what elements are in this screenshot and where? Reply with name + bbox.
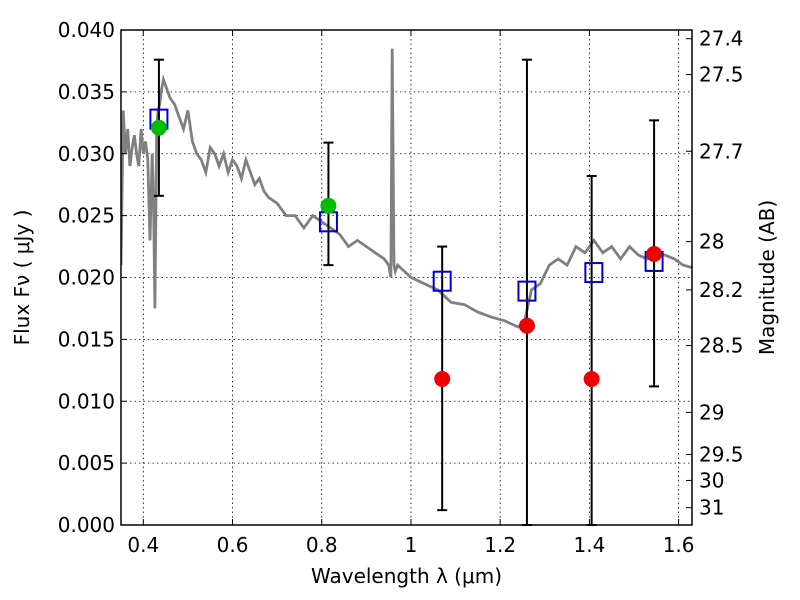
x-tick-label: 0.6 xyxy=(217,533,249,557)
observed-flux-point xyxy=(320,197,337,214)
x-tick-label: 1 xyxy=(405,533,418,557)
y-tick-label: 0.025 xyxy=(58,204,115,228)
right-tick-label: 31 xyxy=(699,496,724,520)
observed-flux-point xyxy=(518,317,535,334)
right-tick-label: 28.5 xyxy=(699,334,744,358)
right-axis-label: Magnitude (AB) xyxy=(755,200,779,355)
right-tick-label: 30 xyxy=(699,468,724,492)
observed-flux-point xyxy=(583,370,600,387)
y-axis-label: Flux Fν ( μJy ) xyxy=(10,210,34,346)
x-axis-label: Wavelength λ (μm) xyxy=(311,564,502,588)
y-tick-label: 0.035 xyxy=(58,80,115,104)
x-tick-label: 1.4 xyxy=(573,533,605,557)
right-tick-label: 27.5 xyxy=(699,63,744,87)
x-tick-label: 1.2 xyxy=(484,533,516,557)
model-band-square xyxy=(517,280,537,302)
y-tick-label: 0.030 xyxy=(58,142,115,166)
observed-flux-point xyxy=(646,245,663,262)
grid-lines xyxy=(121,29,692,526)
right-tick-label: 28.2 xyxy=(699,278,744,302)
x-tick-label: 1.6 xyxy=(663,533,695,557)
model-band-square xyxy=(432,270,452,292)
right-tick-label: 27.4 xyxy=(699,27,744,51)
model-band-square xyxy=(584,262,604,284)
x-tick-label: 0.4 xyxy=(127,533,159,557)
x-tick-label: 0.8 xyxy=(306,533,338,557)
error-bar xyxy=(586,175,597,526)
y-tick-label: 0.000 xyxy=(58,513,115,537)
y-tick-label: 0.020 xyxy=(58,266,115,290)
axis-ticks: 0.4 0.6 0.8 1 1.2 1.4 1.6 0.000 0.005 0.010 0.015 0… xyxy=(58,18,744,557)
y-tick-label: 0.010 xyxy=(58,389,115,413)
right-tick-label: 27.7 xyxy=(699,139,744,163)
model-spectrum-line xyxy=(121,48,692,329)
observed-flux-point xyxy=(150,119,167,136)
y-tick-label: 0.005 xyxy=(58,451,115,475)
right-tick-label: 29.5 xyxy=(699,442,744,466)
right-tick-label: 28 xyxy=(699,230,724,254)
right-tick-label: 29 xyxy=(699,400,724,424)
y-tick-label: 0.040 xyxy=(58,18,115,42)
observed-flux-point xyxy=(434,370,451,387)
plot-area xyxy=(121,48,692,526)
y-tick-label: 0.015 xyxy=(58,327,115,351)
